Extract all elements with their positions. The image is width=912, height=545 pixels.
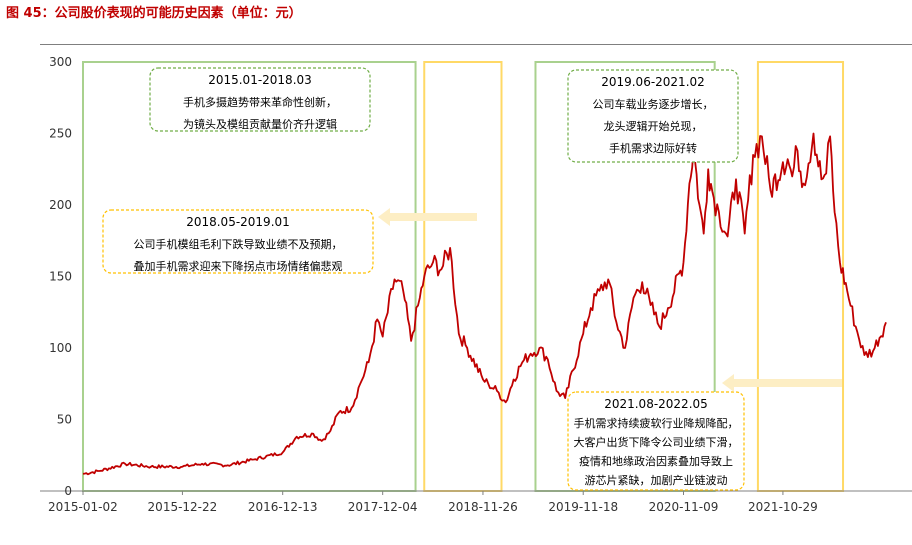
callout-text-line: 手机需求边际好转	[609, 141, 697, 155]
callout-text-line: 为镜头及模组贡献量价齐升逻辑	[183, 117, 337, 131]
x-tick-label: 2021-10-29	[748, 500, 818, 514]
y-tick-label: 250	[49, 127, 72, 141]
callout-text-line: 游芯片紧缺，加剧产业链波动	[585, 473, 728, 487]
callout-text-line: 公司手机模组毛利下跌导致业绩不及预期，	[134, 237, 343, 251]
y-tick-label: 50	[57, 413, 72, 427]
callout-text-line: 龙头逻辑开始兑现，	[604, 119, 703, 133]
annotation-layer: 2015.01-2018.03 手机多摄趋势带来革命性创新， 为镜头及模组贡献量价齐…	[102, 67, 842, 491]
figure-title: 图 45：公司股价表现的可能历史因素（单位：元）	[6, 6, 302, 21]
x-tick-label: 2015-12-22	[148, 500, 218, 514]
axes: 0 50 100 150 200 250 300 2015-01-02 2015-12-22 20…	[40, 55, 912, 514]
callout-box-4	[567, 391, 745, 491]
x-tick-label: 2019-11-18	[548, 500, 618, 514]
callout-text-line: 叠加手机需求迎来下降拐点市场情绪偏悲观	[134, 259, 343, 273]
period-box-4	[756, 61, 845, 492]
x-tick-label: 2016-12-13	[248, 500, 318, 514]
top-rule	[40, 44, 912, 45]
series-layer	[82, 132, 887, 476]
callout-text-line: 大客户出货下降令公司业绩下滑，	[574, 435, 739, 449]
callout-text-line: 疫情和地缘政治因素叠加导致上	[579, 454, 733, 468]
callout-box-2	[102, 209, 374, 274]
x-tick-label: 2020-11-09	[649, 500, 719, 514]
callout-period-label: 2018.05-2019.01	[186, 215, 290, 229]
callout-period-label: 2015.01-2018.03	[208, 73, 312, 87]
callout-text-line: 手机需求持续疲软行业降规降配，	[574, 416, 739, 430]
period-box-2	[423, 61, 503, 492]
x-tick-label: 2018-11-26	[448, 500, 518, 514]
y-tick-label: 150	[49, 270, 72, 284]
callout-period-label: 2021.08-2022.05	[604, 397, 708, 411]
arrow-2021-body	[734, 379, 842, 387]
callout-text-line: 手机多摄趋势带来革命性创新，	[183, 95, 337, 109]
x-tick-label: 2017-12-04	[348, 500, 418, 514]
y-tick-label: 300	[49, 55, 72, 69]
arrow-2018-body	[390, 213, 477, 221]
y-tick-label: 100	[49, 341, 72, 355]
x-tick-label: 2015-01-02	[48, 500, 118, 514]
callout-box-3	[567, 69, 739, 163]
y-tick-label: 200	[49, 198, 72, 212]
callout-box-1	[149, 67, 371, 132]
price-series-line	[82, 132, 887, 476]
callout-text-line: 公司车载业务逐步增长，	[593, 97, 714, 111]
y-tick-label: 0	[64, 484, 72, 498]
callout-period-label: 2019.06-2021.02	[601, 75, 705, 89]
arrow-2021-head	[722, 374, 734, 392]
arrow-2018-head	[378, 208, 390, 226]
